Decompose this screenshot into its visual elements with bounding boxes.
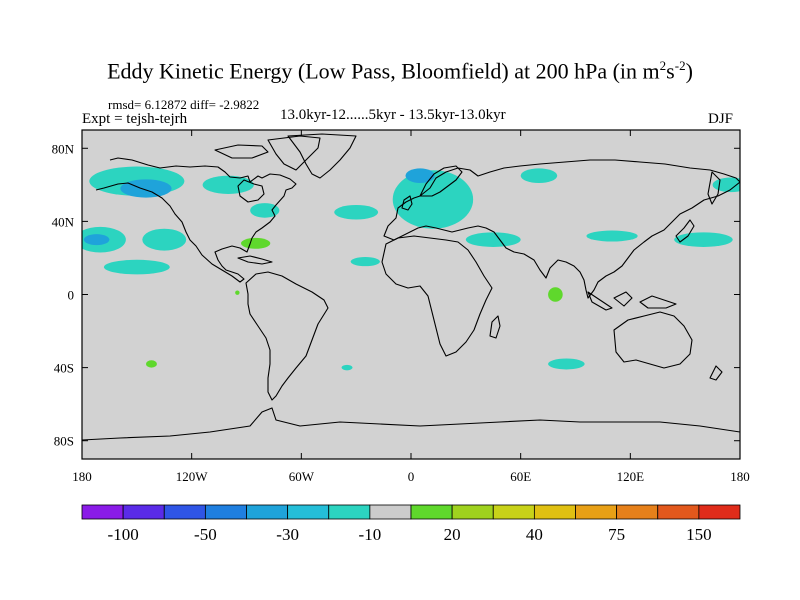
coastline-arctic-islands: [214, 135, 321, 171]
period-label: 13.0kyr-12......5kyr - 13.5kyr-13.0kyr: [280, 107, 506, 123]
anomaly-east-pacific-south: [103, 259, 170, 275]
colorbar-label: -50: [194, 525, 217, 544]
anomaly-north-atlantic: [334, 204, 379, 220]
colorbar-swatch: [698, 504, 741, 520]
season-label: DJF: [708, 111, 734, 127]
colorbar-swatch: [575, 504, 618, 520]
colorbar-label: 40: [526, 525, 543, 544]
colorbar-swatch: [287, 504, 330, 520]
x-tick-label: 180: [730, 469, 750, 484]
x-tick-label: 120E: [617, 469, 645, 484]
colorbar-swatch: [122, 504, 165, 520]
coastline-north-america: [95, 157, 297, 283]
colorbar-swatch: [204, 504, 247, 520]
x-tick-label: 120W: [176, 469, 209, 484]
colorbar-swatch: [328, 504, 371, 520]
anomaly-south-pacific-positive: [145, 360, 157, 368]
coastline-cuba: [237, 255, 273, 265]
colorbar-label: 20: [444, 525, 461, 544]
colorbar-label: 150: [686, 525, 712, 544]
y-tick-label: 80S: [54, 434, 74, 449]
coastline-australia: [613, 311, 693, 369]
colorbar-label: 75: [608, 525, 625, 544]
coastline-africa: [381, 235, 493, 357]
anomaly-siberia: [520, 168, 558, 184]
anomaly-scandinavia: [405, 168, 435, 184]
y-tick-label: 40S: [54, 361, 74, 376]
coastline-antarctica: [82, 407, 740, 441]
anomaly-us-east-positive: [241, 237, 271, 249]
anomaly-equatorial-pacific-positive: [235, 290, 240, 295]
coastline-madagascar: [489, 315, 501, 339]
anomaly-south-indian: [548, 358, 585, 370]
colorbar-swatch: [246, 504, 289, 520]
anomaly-china: [586, 230, 638, 242]
x-tick-label: 60W: [289, 469, 315, 484]
x-tick-label: 60E: [510, 469, 531, 484]
anomaly-europe: [392, 170, 474, 229]
coastline-indonesia: [587, 291, 677, 311]
anomaly-alaska-gulf: [202, 175, 254, 194]
coastline-eurasia: [383, 159, 740, 299]
y-tick-label: 80N: [52, 141, 75, 156]
y-tick-label: 40N: [52, 214, 75, 229]
colorbar-swatch: [533, 504, 576, 520]
coastline-greenland: [287, 133, 357, 179]
coastline-scandinavia: [419, 165, 463, 197]
coastline-hudson-bay: [237, 179, 265, 203]
experiment-label: Expt = tejsh-tejrh: [82, 111, 188, 127]
x-tick-label: 0: [408, 469, 415, 484]
coastline-japan: [675, 219, 695, 243]
coastline-south-america: [245, 271, 329, 401]
stats-subtitle: rmsd= 6.12872 diff= -2.9822: [108, 97, 260, 112]
colorbar-swatch: [163, 504, 206, 520]
anomaly-west-pacific: [674, 232, 733, 247]
anomaly-indian-ocean-positive: [548, 287, 563, 302]
anomaly-north-pacific-core: [120, 179, 172, 198]
anomaly-south-atlantic: [341, 364, 353, 371]
coastline-kamchatka: [707, 171, 721, 205]
anomaly-east-pacific: [142, 228, 187, 251]
coastline-new-zealand: [709, 365, 723, 381]
anomaly-middle-east: [465, 232, 521, 247]
colorbar-label: -30: [276, 525, 299, 544]
x-tick-label: 180: [72, 469, 92, 484]
colorbar-label: -100: [108, 525, 139, 544]
colorbar-swatch: [451, 504, 494, 520]
anomaly-hudson: [250, 203, 280, 218]
anomaly-central-pacific-core: [83, 234, 110, 246]
anomaly-atlantic-subtrop: [350, 257, 380, 267]
colorbar-swatch: [369, 504, 412, 520]
colorbar-swatch: [81, 504, 124, 520]
chart-title: Eddy Kinetic Energy (Low Pass, Bloomfiel…: [107, 58, 693, 84]
colorbar-swatch: [410, 504, 453, 520]
colorbar-swatch: [657, 504, 700, 520]
colorbar-label: -10: [359, 525, 382, 544]
colorbar-swatch: [616, 504, 659, 520]
coastline-britain: [401, 195, 413, 211]
y-tick-label: 0: [68, 288, 75, 303]
colorbar-swatch: [492, 504, 535, 520]
